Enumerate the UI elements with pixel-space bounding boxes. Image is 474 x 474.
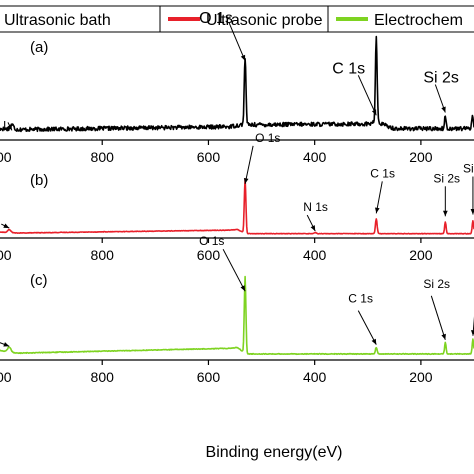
- peak-label: C 1s: [348, 292, 373, 306]
- annotation-arrow: [357, 310, 377, 345]
- panel-label: (b): [30, 172, 48, 189]
- annotation-arrowhead: [7, 124, 12, 131]
- x-tick-label: 400: [303, 247, 327, 263]
- annotation-arrowhead: [470, 209, 474, 215]
- annotation-arrowhead: [310, 225, 316, 232]
- peak-label: O 1s: [199, 234, 224, 248]
- peak-label: Si 2s: [423, 70, 459, 87]
- legend: Ultrasonic bath Ultrasonic probe Electro…: [0, 5, 474, 33]
- annotation-arrowhead: [375, 207, 380, 214]
- annotation-arrow: [357, 75, 377, 116]
- peak-label: C 1s: [370, 166, 395, 180]
- annotation-arrowhead: [3, 223, 10, 229]
- peak-label: N 1s: [303, 200, 328, 214]
- x-tick-label: 00: [0, 149, 12, 165]
- annotation-arrow: [430, 295, 446, 340]
- x-tick-label: 200: [409, 247, 433, 263]
- legend-box: [0, 5, 474, 33]
- x-tick-label: 800: [91, 369, 115, 385]
- legend-entry-ultrasonic-probe: Ultrasonic probe: [206, 12, 323, 29]
- x-tick-label: 800: [91, 247, 115, 263]
- spectrum-line: [0, 275, 474, 356]
- peak-label: Si 2p: [463, 162, 474, 176]
- annotation-arrowhead: [371, 109, 377, 116]
- annotation-arrowhead: [371, 338, 377, 345]
- x-axis-label: Binding energy(eV): [206, 444, 343, 461]
- peak-label: Si 2s: [423, 277, 450, 291]
- annotation-arrowhead: [243, 178, 249, 184]
- x-tick-label: 00: [0, 247, 12, 263]
- x-tick-label: 600: [197, 247, 221, 263]
- annotation-arrow: [244, 145, 254, 184]
- annotation-arrow: [228, 22, 246, 61]
- x-tick-label: 600: [197, 369, 221, 385]
- peak-label: O 1s: [199, 10, 233, 27]
- annotation-arrowhead: [3, 342, 10, 347]
- x-tick-label: 00: [0, 369, 12, 385]
- annotation-arrowhead: [240, 54, 246, 61]
- peak-label: Si 2s: [433, 171, 460, 185]
- x-tick-label: 400: [303, 149, 327, 165]
- x-tick-label: 600: [197, 149, 221, 165]
- spectrum-line: [0, 35, 474, 133]
- annotation-arrowhead: [471, 330, 474, 336]
- x-tick-label: 800: [91, 149, 115, 165]
- peak-label-subscript: KLL: [0, 118, 10, 132]
- annotation-arrowhead: [443, 210, 448, 217]
- x-tick-label: 400: [303, 369, 327, 385]
- peak-label: O 1s: [255, 131, 280, 145]
- x-tick-label: 200: [409, 149, 433, 165]
- annotation-arrowhead: [441, 333, 446, 340]
- panel-label: (c): [30, 272, 48, 289]
- panel-label: (a): [30, 39, 48, 56]
- spectrum-line: [0, 178, 474, 235]
- panel-a: 00 800 600 400 200 (a) OKLL O 1s C 1s Si 2s: [0, 10, 474, 165]
- legend-entry-electrochem: Electrochem: [374, 12, 463, 29]
- annotation-arrowhead: [240, 285, 246, 292]
- panels: 00 800 600 400 200 (a) OKLL O 1s C 1s Si 2s 00 800 6…: [0, 10, 474, 385]
- peak-label: C 1s: [332, 60, 365, 77]
- x-tick-label: 200: [409, 369, 433, 385]
- annotation-arrow: [222, 248, 246, 292]
- annotation-arrowhead: [441, 106, 446, 113]
- peak-label: OKLL: [0, 109, 10, 132]
- legend-entry-ultrasonic-bath: Ultrasonic bath: [4, 12, 111, 29]
